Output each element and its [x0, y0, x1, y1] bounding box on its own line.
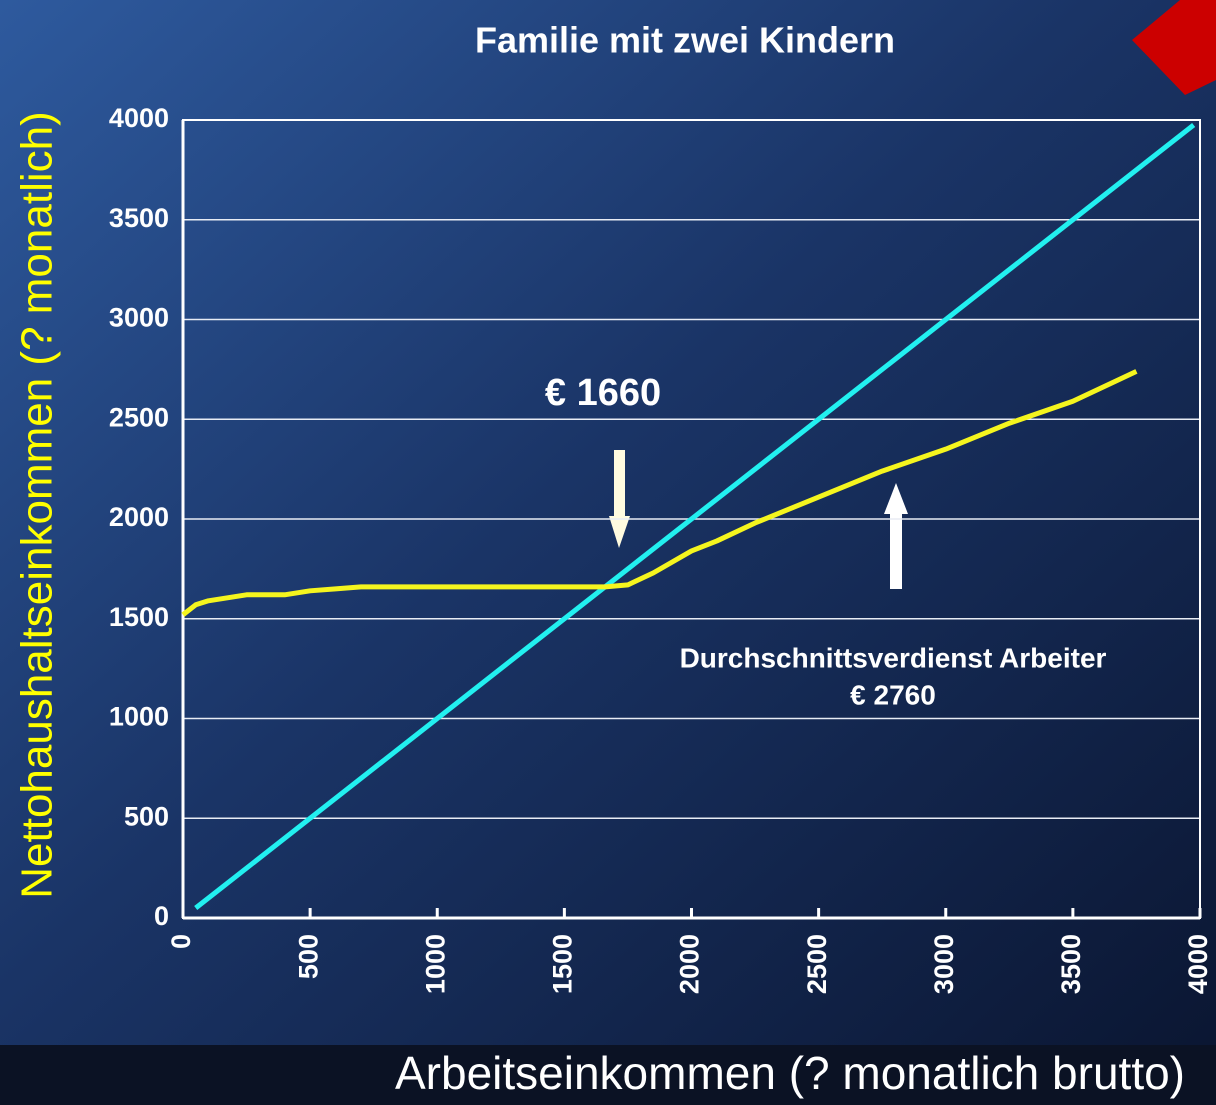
y-tick-label: 1500: [109, 602, 169, 632]
y-tick-label: 2000: [109, 502, 169, 532]
y-tick-label: 4000: [109, 103, 169, 133]
annotation: Durchschnittsverdienst Arbeiter: [680, 642, 1107, 673]
y-tick-label: 500: [124, 801, 169, 831]
x-tick-label: 4000: [1183, 934, 1213, 994]
x-tick-label: 3500: [1056, 934, 1086, 994]
data-line: [194, 123, 1196, 910]
data-line: [181, 369, 1138, 617]
y-tick-label: 3000: [109, 303, 169, 333]
y-tick-label: 1000: [109, 702, 169, 732]
y-tick-label: 0: [154, 901, 169, 931]
x-tick-label: 2000: [675, 934, 705, 994]
x-tick-label: 500: [293, 934, 323, 979]
arrow-up: [884, 483, 908, 589]
x-tick-label: 1500: [548, 934, 578, 994]
y-tick-label: 3500: [109, 203, 169, 233]
decoration: [1132, 0, 1216, 95]
annotation: € 1660: [545, 372, 661, 414]
footer-band: [0, 1045, 1216, 1105]
x-tick-label: 3000: [929, 934, 959, 994]
y-axis-label: Nettohaushaltseinkommen (? monatlich): [13, 111, 62, 899]
chart-title: Familie mit zwei Kindern: [475, 20, 895, 61]
x-tick-label: 2500: [802, 934, 832, 994]
annotation: € 2760: [850, 679, 936, 710]
x-axis-label: Arbeitseinkommen (? monatlich brutto): [395, 1047, 1185, 1099]
x-tick-label: 1000: [420, 934, 450, 994]
arrow-down: [609, 450, 630, 548]
y-tick-label: 2500: [109, 402, 169, 432]
x-tick-label: 0: [166, 934, 196, 949]
